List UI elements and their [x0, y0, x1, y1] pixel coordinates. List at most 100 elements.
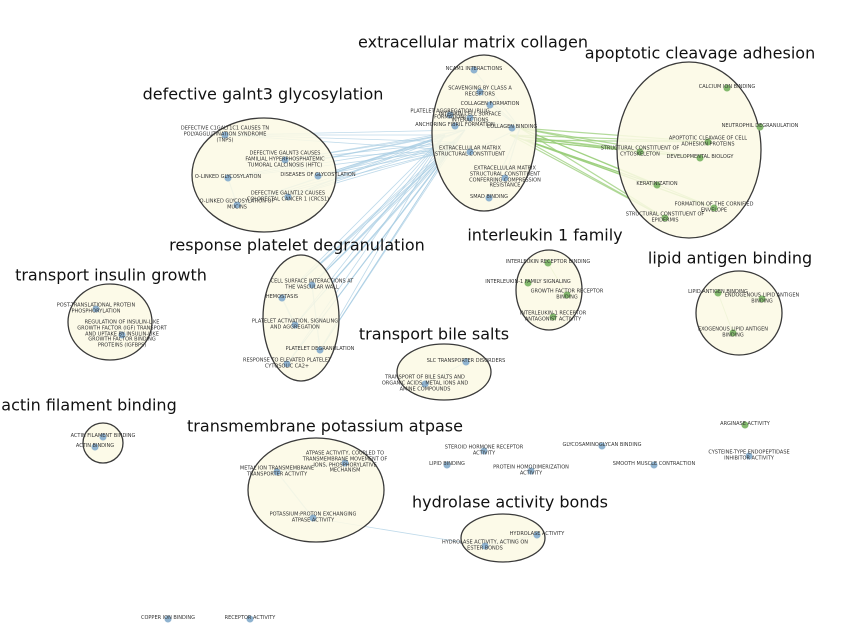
node: [501, 174, 509, 182]
cluster-label: response platelet degranulation: [169, 235, 425, 255]
cluster-outline: [191, 117, 337, 233]
node: [164, 615, 172, 623]
node: [476, 88, 484, 96]
edge: [319, 149, 451, 351]
node-label: INTEGRIN CELL SURFACE INTERACTIONS: [438, 111, 502, 123]
node: [451, 122, 459, 130]
node-label: EXTRACELLULAR MATRIX STRUCTURAL CONSTITU…: [469, 165, 541, 189]
node-label: STEROID HORMONE RECEPTOR ACTIVITY: [444, 444, 524, 456]
node: [466, 148, 474, 156]
node-label: CYSTEINE-TYPE ENDOPEPTIDASE INHIBITOR AC…: [708, 449, 790, 461]
node: [316, 346, 324, 354]
node: [341, 459, 349, 467]
cluster-outline: [396, 343, 492, 401]
cluster-label: extracellular matrix collagen: [358, 32, 588, 52]
node: [443, 461, 451, 469]
node: [704, 138, 712, 146]
node: [421, 380, 429, 388]
cluster-label: apoptotic cleavage adhesion: [584, 43, 816, 63]
node-label: EXTRACELLULAR MATRIX STRUCTURAL CONSTITU…: [434, 145, 506, 157]
node-label: SMAD BINDING: [470, 194, 508, 201]
node: [273, 468, 281, 476]
node: [714, 289, 722, 297]
node-label: PLATELET ACTIVATION, SIGNALING AND AGGRE…: [251, 318, 339, 330]
node-label: PROTEIN HOMODIMERIZATION ACTIVITY: [493, 464, 569, 476]
edge: [311, 149, 451, 286]
node: [696, 154, 704, 162]
node: [481, 542, 489, 550]
node-label: RECEPTOR ACTIVITY: [224, 615, 276, 622]
node: [598, 442, 606, 450]
node-label: FORMATION OF THE CORNIFIED ENVELOPE: [674, 201, 754, 213]
cluster-outline: [82, 422, 124, 464]
node: [741, 421, 749, 429]
node-label: CALCIUM ION BINDING: [698, 84, 756, 91]
node: [278, 294, 286, 302]
cluster-outline: [67, 283, 153, 361]
node-label: RESPONSE TO ELEVATED PLATELET CYTOSOLIC …: [242, 357, 332, 369]
node-label: LIPID BINDING: [429, 461, 465, 468]
node: [224, 174, 232, 182]
node: [92, 305, 100, 313]
node: [544, 259, 552, 267]
node-label: LIPID ANTIGEN BINDING: [688, 289, 748, 296]
node-label: ARGINASE ACTIVITY: [720, 421, 770, 428]
node-label: SMOOTH MUSCLE CONTRACTION: [612, 461, 696, 468]
cluster-label: transport insulin growth: [15, 265, 207, 285]
node-label: DEFECTIVE C1GALT1C1 CAUSES TN POLYAGGLUT…: [180, 125, 270, 143]
node-label: INTERLEUKIN-1 FAMILY SIGNALING: [485, 279, 571, 286]
node-label: ACTIN FILAMENT BINDING: [70, 433, 136, 440]
node: [118, 331, 126, 339]
node: [549, 313, 557, 321]
node: [650, 461, 658, 469]
node: [91, 443, 99, 451]
node-label: O-LINKED GLYCOSYLATION OF MUCINS: [199, 198, 275, 210]
node: [284, 193, 292, 201]
node-label: DISEASES OF GLYCOSYLATION: [280, 172, 356, 179]
node: [480, 447, 488, 455]
node: [446, 111, 454, 119]
node: [527, 467, 535, 475]
cluster-outline: [460, 513, 546, 563]
cluster-outline: [616, 61, 762, 239]
node-label: POST-TRANSLATIONAL PROTEIN PHOSPHORYLATI…: [56, 302, 136, 314]
cluster-outline: [247, 437, 385, 543]
cluster-label: hydrolase activity bonds: [412, 492, 608, 512]
node: [314, 172, 322, 180]
node-label: NEUTROPHIL DEGRANULATION: [721, 123, 799, 130]
node: [466, 114, 474, 122]
node: [99, 433, 107, 441]
node-label: SCAVENGING BY CLASS A RECEPTORS: [448, 85, 512, 97]
node: [533, 531, 541, 539]
node: [508, 124, 516, 132]
node-label: GROWTH FACTOR RECEPTOR BINDING: [530, 288, 604, 300]
node-label: HYDROLASE ACTIVITY: [509, 531, 565, 538]
node-label: TRANSPORT OF BILE SALTS AND ORGANIC ACID…: [381, 374, 469, 392]
node-label: GLYCOSAMINOGLYCAN BINDING: [562, 442, 642, 449]
cluster-outline: [515, 249, 583, 331]
node-label: CELL SURFACE INTERACTIONS AT THE VASCULA…: [270, 278, 354, 290]
node-label: EXOGENOUS LIPID ANTIGEN BINDING: [698, 326, 768, 338]
node: [524, 279, 532, 287]
node-label: ACTIN BINDING: [75, 443, 115, 450]
node-label: REGULATION OF INSULIN-LIKE GROWTH FACTOR…: [77, 319, 167, 349]
cluster-label: transmembrane potassium atpase: [187, 416, 463, 436]
cluster-outline: [431, 54, 537, 212]
node-label: NCAM1 INTERACTIONS: [445, 66, 503, 73]
node-label: ENDOGENOUS LIPID ANTIGEN BINDING: [724, 292, 800, 304]
node-label: APOPTOTIC CLEAVAGE OF CELL ADHESION PROT…: [668, 135, 748, 147]
node: [653, 181, 661, 189]
node: [470, 66, 478, 74]
cluster-label: defective galnt3 glycosylation: [142, 84, 384, 104]
node: [221, 131, 229, 139]
node-label: SLC TRANSPORTER DISORDERS: [426, 358, 506, 365]
edge: [319, 134, 446, 351]
node-label: INTERLEUKIN RECEPTOR BINDING: [505, 259, 591, 266]
node: [485, 194, 493, 202]
node-label: ATPASE ACTIVITY, COUPLED TO TRANSMEMBRAN…: [302, 450, 388, 474]
cluster-label: interleukin 1 family: [467, 225, 623, 245]
node-label: DEFECTIVE GALNT3 CAUSES FAMILIAL HYPERPH…: [245, 150, 325, 168]
node-label: INTERLEUKIN-1 RECEPTOR ANTAGONIST ACTIVI…: [519, 310, 587, 322]
node-label: STRUCTURAL CONSTITUENT OF EPIDERMIS: [625, 211, 705, 223]
